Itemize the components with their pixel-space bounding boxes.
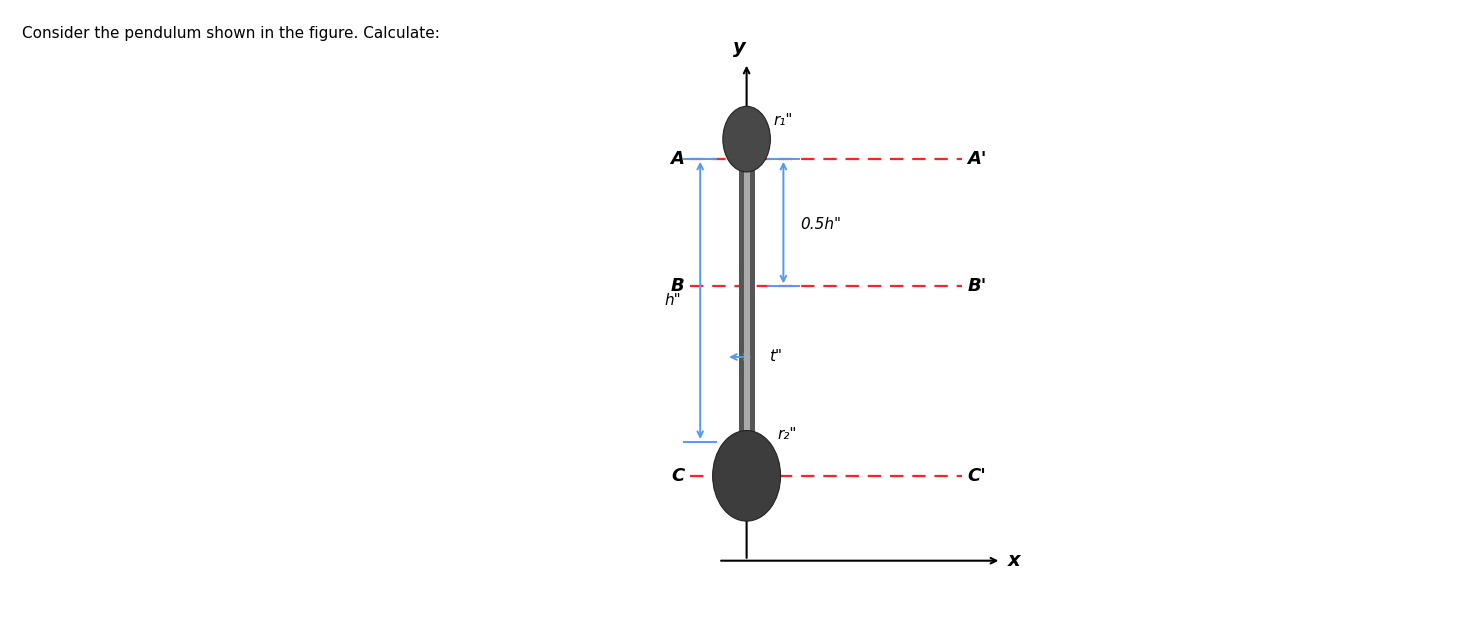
Text: Consider the pendulum shown in the figure. Calculate:: Consider the pendulum shown in the figur… xyxy=(22,26,440,41)
Ellipse shape xyxy=(713,431,780,521)
Text: B: B xyxy=(671,277,684,295)
Text: C: C xyxy=(671,467,684,485)
Text: x: x xyxy=(1007,551,1021,570)
Text: A: A xyxy=(671,150,684,168)
Ellipse shape xyxy=(722,106,771,172)
Text: A': A' xyxy=(967,150,987,168)
Text: r₂": r₂" xyxy=(778,427,798,442)
Bar xyxy=(743,159,750,442)
Text: 0.5h": 0.5h" xyxy=(801,217,842,231)
Text: t": t" xyxy=(770,350,783,365)
Text: y: y xyxy=(734,38,746,57)
Text: h": h" xyxy=(665,293,681,308)
Text: B': B' xyxy=(967,277,987,295)
Text: r₁": r₁" xyxy=(774,113,793,129)
Bar xyxy=(738,159,755,442)
Text: C': C' xyxy=(967,467,987,485)
